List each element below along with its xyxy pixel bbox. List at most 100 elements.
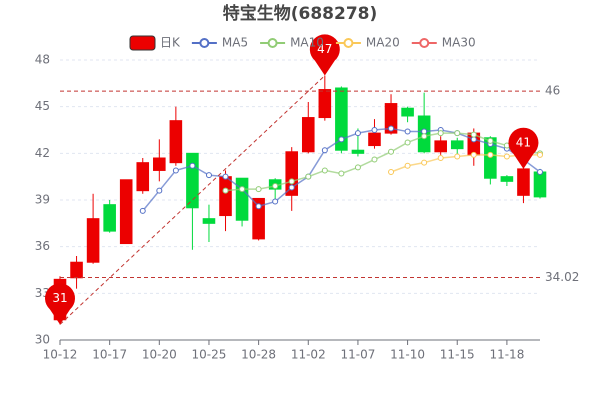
ma-point <box>255 186 262 193</box>
mark-line-label: 46 <box>545 84 560 98</box>
ma-point <box>470 151 477 158</box>
candle-body <box>153 157 166 171</box>
candle-body <box>103 204 116 232</box>
y-tick-label: 39 <box>35 193 50 207</box>
ma-point <box>404 128 411 135</box>
ma-point <box>388 125 395 132</box>
ma-point <box>404 139 411 146</box>
ma-point <box>371 127 378 133</box>
ma-point <box>421 133 428 140</box>
candle-body <box>434 140 447 153</box>
legend-icon <box>419 38 430 48</box>
y-tick-label: 36 <box>35 239 50 253</box>
x-tick-label: 10-17 <box>92 348 127 362</box>
ma-point <box>288 184 295 191</box>
legend-icon <box>267 38 278 48</box>
ma-point <box>338 136 345 143</box>
ma-point <box>404 162 411 169</box>
candle-body <box>186 152 199 209</box>
mark-pin <box>45 283 75 325</box>
min-max-line <box>59 75 326 325</box>
ma-point <box>487 151 494 158</box>
ma-point <box>354 164 361 171</box>
candle-body <box>285 151 299 196</box>
ma-point <box>156 187 163 194</box>
candle-body <box>169 120 183 164</box>
ma-point <box>172 167 179 174</box>
ma-point <box>487 137 494 144</box>
mark-pin <box>508 127 539 169</box>
x-tick-label: 10-25 <box>192 348 227 362</box>
mark-pin-label: 31 <box>52 291 67 305</box>
ma-point <box>437 130 444 137</box>
ma-point <box>288 178 295 185</box>
legend-label: MA30 <box>442 36 476 50</box>
candle-body <box>86 218 100 263</box>
ma-point <box>388 169 395 175</box>
ma-point <box>470 131 477 138</box>
candle-body <box>484 137 497 179</box>
candle-body <box>517 168 530 196</box>
candle-body <box>384 103 398 134</box>
ma-point <box>421 159 428 166</box>
ma-point <box>338 170 345 177</box>
y-tick-label: 48 <box>35 53 50 67</box>
y-tick-label: 45 <box>35 99 50 113</box>
candle-body <box>318 89 332 119</box>
candle-body <box>450 140 464 150</box>
y-tick-label: 42 <box>35 146 50 160</box>
candle-body <box>351 149 365 154</box>
x-tick-label: 10-28 <box>241 348 276 362</box>
candle-body <box>401 107 414 117</box>
legend-label: 日K <box>160 36 181 50</box>
ma-point <box>371 156 378 163</box>
ma-point <box>189 162 196 169</box>
mark-pin-label: 41 <box>516 135 531 149</box>
legend-icon <box>343 38 354 48</box>
ma-point <box>321 167 328 174</box>
ma-point <box>255 203 262 210</box>
candle-body <box>136 162 150 192</box>
ma-point <box>503 153 510 160</box>
candle-body <box>219 176 232 217</box>
legend-icon <box>129 35 156 51</box>
ma-point <box>437 155 444 161</box>
ma-point <box>222 173 229 180</box>
candle-body <box>119 179 133 245</box>
candle-body <box>301 117 315 153</box>
candle-body <box>368 132 381 147</box>
ma-point <box>205 172 212 179</box>
x-tick-label: 10-12 <box>43 348 78 362</box>
legend-label: MA20 <box>366 36 400 50</box>
ma-point <box>537 169 543 175</box>
chart-title: 特宝生物(688278) <box>223 3 378 24</box>
ma-point <box>321 147 328 154</box>
candle-body <box>235 177 249 221</box>
mark-pin-label: 47 <box>317 42 332 56</box>
candle-body <box>500 176 514 182</box>
candle-body <box>533 171 547 198</box>
ma-point <box>272 198 279 205</box>
legend-label: MA10 <box>290 36 324 50</box>
x-tick-label: 11-07 <box>340 348 375 362</box>
candle-body <box>335 87 348 151</box>
x-tick-label: 10-20 <box>142 348 177 362</box>
ma-point <box>272 183 279 189</box>
ma-point <box>139 207 146 214</box>
ma-point <box>454 153 461 160</box>
legend-icon <box>199 38 210 48</box>
x-tick-label: 11-18 <box>489 348 524 362</box>
ma-point <box>305 173 312 180</box>
mark-line-label: 34.02 <box>545 270 579 284</box>
x-tick-label: 11-02 <box>291 348 326 362</box>
x-tick-label: 11-15 <box>440 348 475 362</box>
ma-point <box>239 186 246 193</box>
legend-label: MA5 <box>222 36 248 50</box>
candle-body <box>202 218 216 224</box>
y-tick-label: 30 <box>35 333 50 347</box>
candle-body <box>70 261 83 279</box>
mark-pin <box>309 34 340 76</box>
ma-point <box>388 148 395 155</box>
ma-point <box>454 130 461 137</box>
